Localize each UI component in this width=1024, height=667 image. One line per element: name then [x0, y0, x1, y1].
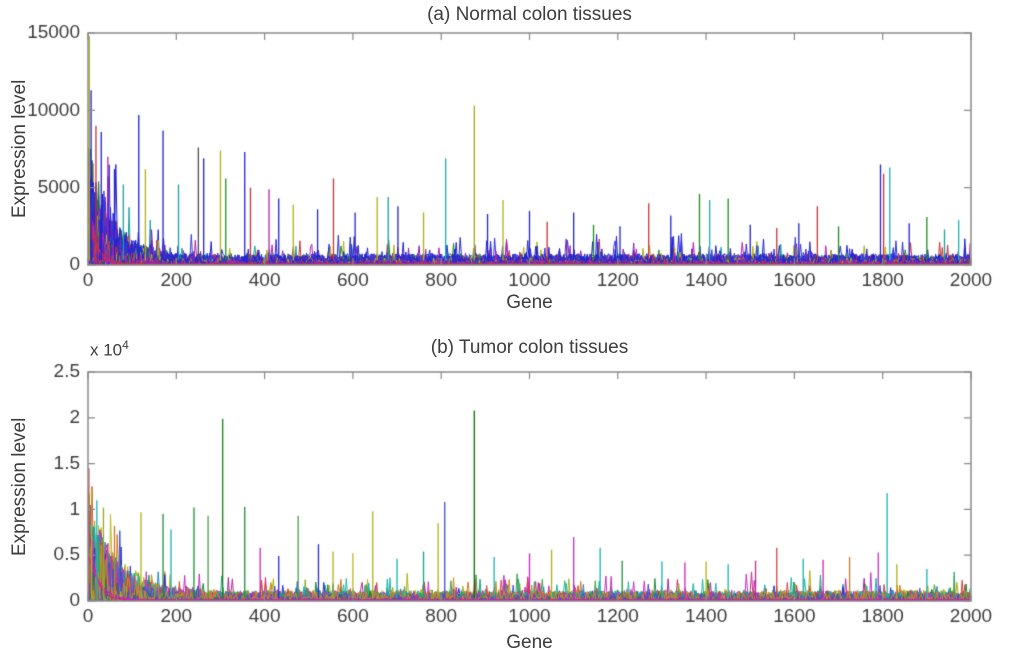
tumor-tissues-chart-canvas [0, 333, 1024, 667]
normal-tissues-chart-canvas [0, 0, 1024, 333]
chart-a-y-axis-label: Expression level [9, 79, 30, 219]
chart-b-y-axis-multiplier: x 104 [90, 338, 129, 360]
chart-b-y-axis-label: Expression level [9, 417, 30, 556]
chart-a-title: (a) Normal colon tissues [427, 4, 632, 25]
chart-b-x-axis-label: Gene [506, 632, 553, 653]
chart-b-title: (b) Tumor colon tissues [430, 337, 629, 358]
chart-a-x-axis-label: Gene [506, 292, 553, 313]
